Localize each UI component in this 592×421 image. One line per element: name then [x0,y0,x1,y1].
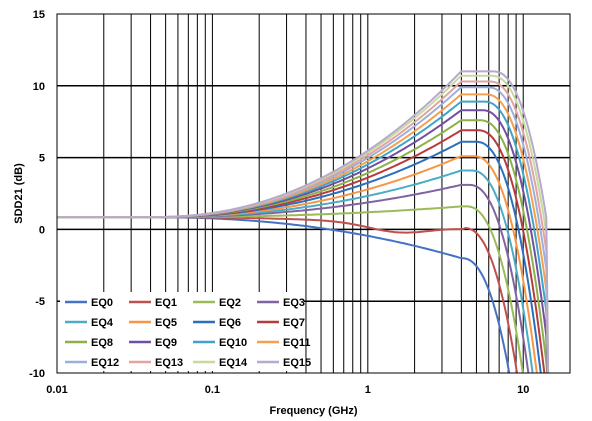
x-tick-label: 1 [365,384,371,396]
y-tick-labels: 15 10 5 0 -5 -10 [29,9,45,380]
y-axis-title: SDD21 (dB) [13,163,25,224]
legend-label: EQ15 [283,357,311,369]
x-tick-label: 0.1 [205,384,220,396]
legend-label: EQ8 [91,337,113,349]
x-axis-title: Frequency (GHz) [269,405,357,417]
legend-label: EQ1 [155,297,177,309]
legend-label: EQ13 [155,357,183,369]
series-line-eq15 [57,70,550,373]
legend-label: EQ3 [283,297,305,309]
x-tick-label: 0.01 [46,384,67,396]
y-tick-label: -5 [35,296,45,308]
legend-label: EQ4 [91,317,114,329]
legend-label: EQ5 [155,317,177,329]
y-tick-label: -10 [29,368,45,380]
legend-label: EQ6 [219,317,241,329]
y-tick-label: 0 [39,224,45,236]
plot-border [56,13,571,374]
y-tick-label: 15 [33,9,45,21]
legend-label: EQ14 [219,357,248,369]
legend-label: EQ10 [219,337,247,349]
series-lines [57,70,550,373]
legend-label: EQ11 [283,337,311,349]
legend-label: EQ12 [91,357,119,369]
legend: EQ0 EQ1 EQ2 EQ3 EQ4 EQ5 EQ6 EQ7 EQ8 EQ9 EQ10 EQ11 EQ… [60,292,311,371]
x-tick-labels: 0.01 0.1 1 10 [46,384,529,396]
legend-label: EQ9 [155,337,177,349]
y-tick-label: 5 [39,153,45,165]
x-tick-label: 10 [517,384,529,396]
legend-label: EQ2 [219,297,241,309]
legend-label: EQ0 [91,297,113,309]
legend-box [60,292,304,371]
legend-label: EQ7 [283,317,305,329]
y-tick-label: 10 [33,81,45,93]
